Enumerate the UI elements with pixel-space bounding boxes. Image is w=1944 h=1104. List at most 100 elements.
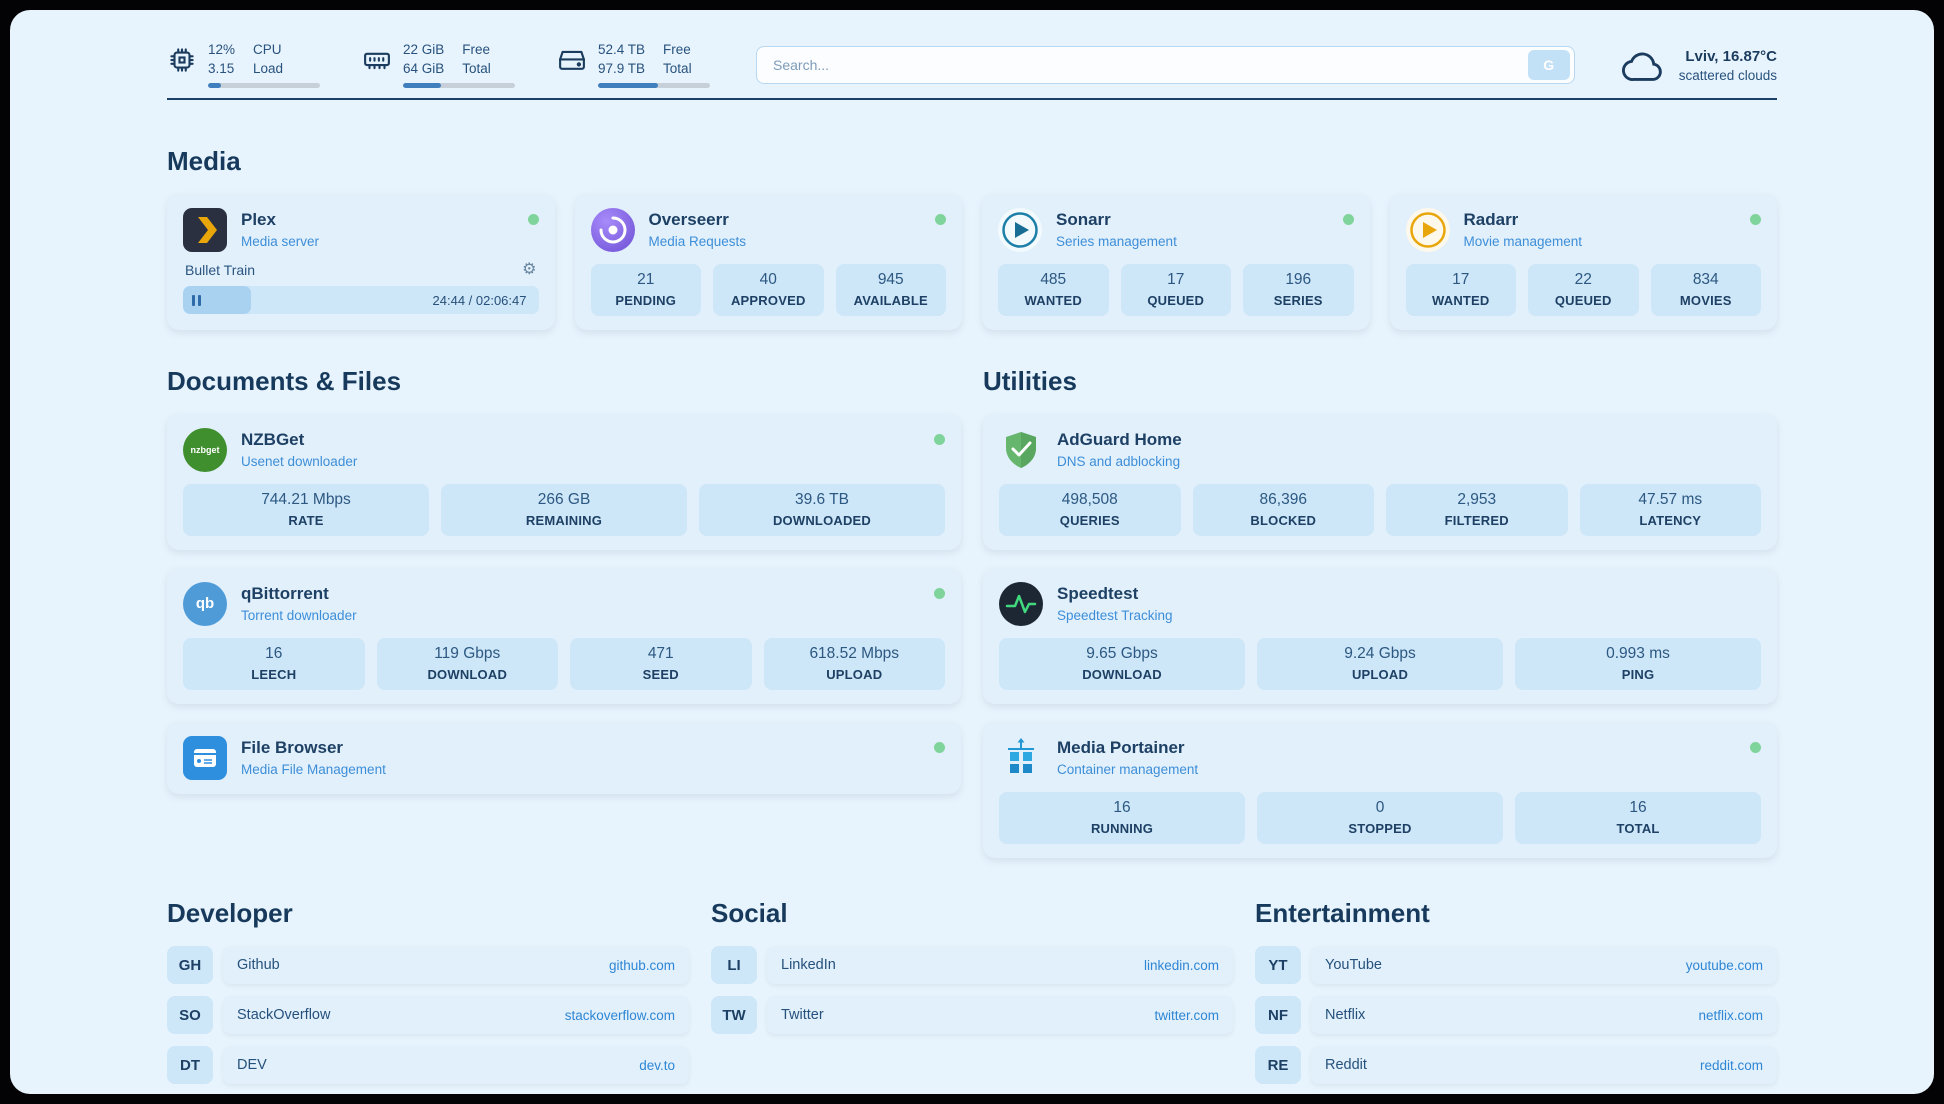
ram-total-value: 64 GiB	[403, 61, 445, 77]
stat-value: 471	[647, 645, 674, 663]
nzbget-card[interactable]: nzbget NZBGet Usenet downloader 744.21 M…	[167, 414, 961, 551]
stat-value: 0	[1375, 799, 1385, 817]
plex-card[interactable]: Plex Media server Bullet Train ⚙ 24:44	[167, 194, 555, 331]
stat-label: LEECH	[251, 667, 297, 683]
stat-label: FILTERED	[1444, 513, 1509, 529]
sonarr-icon	[998, 208, 1042, 253]
stat-tile: 266 GB REMAINING	[441, 484, 687, 537]
disk-widget: 52.4 TB 97.9 TB Free Total	[557, 42, 710, 89]
playback-seek-bar[interactable]: 24:44 / 02:06:47	[183, 286, 539, 315]
stat-value: 945	[877, 271, 904, 289]
filebrowser-card[interactable]: File Browser Media File Management	[167, 722, 961, 795]
now-playing-title: Bullet Train	[185, 262, 256, 279]
ram-free-label: Free	[462, 42, 491, 57]
bookmark-abbr: YT	[1255, 946, 1301, 985]
search-provider-button[interactable]: G	[1527, 50, 1570, 81]
weather-location: Lviv, 16.87°C	[1685, 47, 1777, 65]
app-subtitle: Media server	[241, 234, 320, 250]
bookmark-netflix[interactable]: NF Netflix netflix.com	[1255, 996, 1777, 1035]
pause-icon[interactable]	[183, 286, 251, 315]
adguard-card[interactable]: AdGuard Home DNS and adblocking 498,508 …	[983, 414, 1777, 551]
app-subtitle: Media File Management	[241, 762, 386, 778]
bookmark-url[interactable]: github.com	[608, 957, 675, 973]
search-bar: G	[756, 46, 1575, 85]
stat-tile: 0.993 ms PING	[1515, 638, 1761, 691]
app-name: NZBGet	[241, 430, 305, 450]
bookmark-abbr: NF	[1255, 996, 1301, 1035]
stat-tile: 0 STOPPED	[1257, 792, 1503, 845]
status-dot	[1750, 742, 1761, 754]
stat-value: 86,396	[1259, 491, 1307, 509]
stat-label: QUERIES	[1059, 513, 1120, 529]
radarr-card[interactable]: Radarr Movie management 17 WANTED 22 QUE…	[1389, 194, 1777, 331]
stat-value: 2,953	[1457, 491, 1497, 509]
bookmark-url[interactable]: linkedin.com	[1143, 957, 1219, 973]
stat-label: PENDING	[615, 293, 677, 309]
stat-value: 17	[1452, 271, 1470, 289]
bookmark-url[interactable]: stackoverflow.com	[564, 1007, 675, 1023]
bookmark-url[interactable]: dev.to	[639, 1057, 675, 1073]
stat-tile: 485 WANTED	[998, 264, 1109, 317]
portainer-card[interactable]: Media Portainer Container management 16 …	[983, 722, 1777, 859]
app-subtitle: Torrent downloader	[241, 608, 357, 624]
adguard-shield-icon	[999, 428, 1043, 472]
stat-value: 16	[265, 645, 283, 663]
bookmark-dev[interactable]: DT DEV dev.to	[167, 1046, 689, 1085]
stat-tile: 17 QUEUED	[1120, 264, 1231, 317]
bookmark-twitter[interactable]: TW Twitter twitter.com	[711, 996, 1233, 1035]
stat-value: 618.52 Mbps	[809, 645, 900, 663]
bookmark-url[interactable]: reddit.com	[1699, 1057, 1763, 1073]
stat-tile: 196 SERIES	[1243, 264, 1354, 317]
overseerr-icon	[590, 208, 635, 253]
app-name: Overseerr	[648, 210, 729, 230]
ram-icon	[362, 45, 392, 75]
stat-value: 196	[1285, 271, 1312, 289]
cpu-widget: 12% 3.15 CPU Load	[167, 42, 320, 89]
section-title-social: Social	[711, 898, 788, 929]
stat-label: APPROVED	[730, 293, 806, 309]
sonarr-card[interactable]: Sonarr Series management 485 WANTED 17 Q…	[982, 194, 1370, 331]
app-name: AdGuard Home	[1057, 430, 1182, 450]
stat-value: 22	[1574, 271, 1592, 289]
gear-icon[interactable]: ⚙	[522, 261, 537, 279]
app-subtitle: Media Requests	[648, 234, 747, 250]
section-title-utilities: Utilities	[983, 366, 1077, 397]
system-stats: 12% 3.15 CPU Load	[167, 42, 710, 89]
app-name: Radarr	[1463, 210, 1519, 230]
disk-total-value: 97.9 TB	[598, 61, 646, 77]
ram-usage-bar	[403, 83, 515, 89]
stat-value: 119 Gbps	[434, 645, 501, 663]
bookmark-group-entertainment: Entertainment YT YouTube youtube.com NF …	[1255, 898, 1777, 1085]
bookmark-youtube[interactable]: YT YouTube youtube.com	[1255, 946, 1777, 985]
speedtest-card[interactable]: Speedtest Speedtest Tracking 9.65 Gbps D…	[983, 568, 1777, 705]
ram-widget: 22 GiB 64 GiB Free Total	[362, 42, 515, 89]
app-name: Plex	[241, 210, 276, 230]
status-dot	[934, 742, 945, 754]
qbittorrent-card[interactable]: qb qBittorrent Torrent downloader 16	[167, 568, 961, 705]
bookmark-abbr: TW	[711, 996, 757, 1035]
cpu-label: CPU	[253, 42, 282, 57]
overseerr-card[interactable]: Overseerr Media Requests 21 PENDING 40 A…	[574, 194, 962, 331]
cpu-load-value: 3.15	[208, 61, 235, 77]
stat-label: UPLOAD	[826, 667, 883, 683]
bookmark-stackoverflow[interactable]: SO StackOverflow stackoverflow.com	[167, 996, 689, 1035]
bookmark-url[interactable]: youtube.com	[1685, 957, 1763, 973]
stat-value: 9.65 Gbps	[1086, 645, 1158, 663]
search-input[interactable]	[757, 57, 1528, 74]
bookmark-url[interactable]: twitter.com	[1154, 1007, 1219, 1023]
cpu-chip-icon	[167, 45, 197, 75]
bookmark-name: YouTube	[1325, 957, 1382, 974]
media-section: Media Plex Media server	[167, 146, 1777, 331]
stat-value: 17	[1167, 271, 1185, 289]
stat-tile: 834 MOVIES	[1650, 264, 1761, 317]
dashboard-frame: 12% 3.15 CPU Load	[10, 10, 1934, 1094]
bookmark-reddit[interactable]: RE Reddit reddit.com	[1255, 1046, 1777, 1085]
bookmark-url[interactable]: netflix.com	[1698, 1007, 1763, 1023]
app-name: Sonarr	[1056, 210, 1111, 230]
bookmark-linkedin[interactable]: LI LinkedIn linkedin.com	[711, 946, 1233, 985]
hard-drive-icon	[557, 45, 587, 75]
disk-total-label: Total	[663, 61, 692, 77]
bookmark-github[interactable]: GH Github github.com	[167, 946, 689, 985]
stat-value: 0.993 ms	[1606, 645, 1670, 663]
app-subtitle: Speedtest Tracking	[1057, 608, 1173, 624]
